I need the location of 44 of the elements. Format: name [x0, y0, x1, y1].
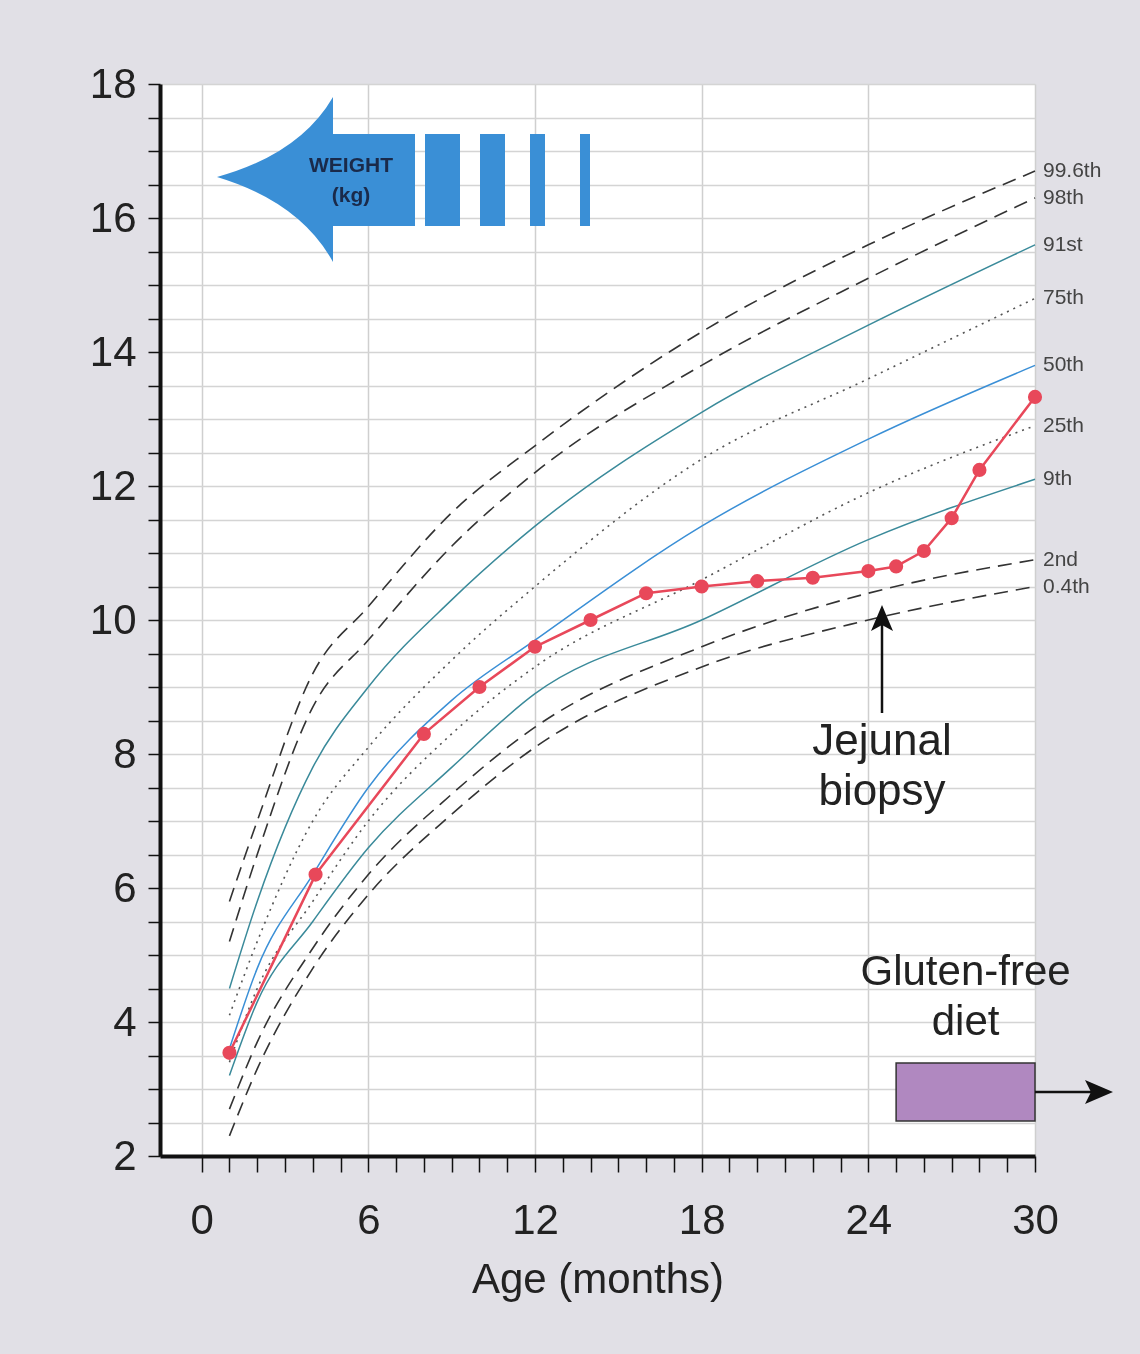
- annotation: Jejunal biopsy: [812, 715, 952, 814]
- x-tick-label: 24: [845, 1195, 893, 1243]
- series-label: 91st: [1043, 231, 1083, 255]
- point: [472, 679, 487, 695]
- point: [916, 543, 931, 559]
- point: [639, 586, 654, 601]
- series-label: 9th: [1043, 466, 1073, 490]
- point: [222, 1045, 237, 1060]
- x-tick-label: 0: [190, 1195, 214, 1243]
- y-axis-title: WEIGHT (kg): [309, 153, 394, 206]
- point: [694, 579, 709, 594]
- x-tick-label: 30: [1012, 1195, 1059, 1243]
- point: [416, 726, 431, 741]
- y-tick-label: 6: [113, 863, 137, 911]
- point: [944, 511, 959, 526]
- point: [805, 570, 820, 585]
- x-tick-label: 18: [678, 1195, 726, 1243]
- point: [527, 639, 543, 654]
- x-tick-label: 12: [512, 1195, 559, 1243]
- point: [889, 559, 904, 574]
- y-tick-label: 8: [113, 729, 137, 777]
- point: [972, 462, 987, 477]
- series-label: 75th: [1043, 285, 1084, 309]
- series-label: 2nd: [1043, 546, 1079, 570]
- point: [583, 612, 598, 628]
- series-label: 50th: [1043, 352, 1084, 376]
- y-tick-label: 10: [89, 595, 137, 643]
- series-label: 25th: [1043, 412, 1084, 436]
- band-label: Gluten-free diet: [860, 947, 1071, 1044]
- point: [750, 574, 765, 589]
- series-label: 0.4th: [1043, 573, 1090, 597]
- x-axis-title: Age (months): [471, 1254, 725, 1302]
- y-tick-label: 2: [113, 1131, 137, 1179]
- y-tick-label: 12: [89, 461, 137, 509]
- x-tick-label: 6: [357, 1195, 381, 1243]
- y-tick-label: 4: [113, 997, 137, 1045]
- point: [861, 564, 876, 579]
- series-label: 99.6th: [1043, 158, 1102, 182]
- y-tick-label: 14: [89, 327, 137, 375]
- point: [308, 867, 323, 882]
- point: [1027, 389, 1043, 404]
- series-label: 98th: [1043, 184, 1084, 208]
- y-tick-label: 16: [89, 193, 137, 241]
- y-tick-label: 18: [89, 59, 137, 107]
